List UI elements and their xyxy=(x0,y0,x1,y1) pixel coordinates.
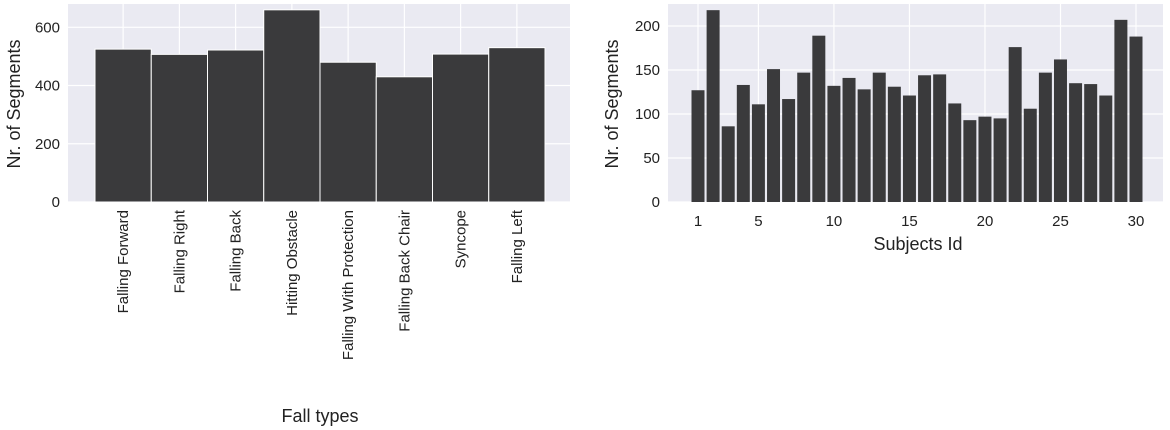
y-tick-label: 200 xyxy=(35,136,60,153)
bar xyxy=(736,84,750,202)
y-tick-label: 400 xyxy=(35,78,60,95)
bar xyxy=(1008,47,1022,203)
x-tick-label: 15 xyxy=(901,213,918,230)
y-tick-label: 100 xyxy=(635,106,660,123)
bar xyxy=(691,90,705,202)
bar xyxy=(150,53,208,203)
x-tick-label: Falling With Protection xyxy=(340,210,357,360)
bar xyxy=(767,69,781,203)
bar xyxy=(319,61,377,203)
x-tick-label: 10 xyxy=(826,213,843,230)
x-tick-label: Falling Back xyxy=(228,210,245,292)
bar xyxy=(933,74,947,202)
y-tick-label: 200 xyxy=(635,18,660,35)
bar xyxy=(1099,95,1113,202)
x-tick-label: Syncope xyxy=(453,210,470,268)
bar xyxy=(94,48,152,203)
x-tick-label: 30 xyxy=(1128,213,1145,230)
bar xyxy=(375,76,433,203)
x-axis-label: Fall types xyxy=(281,406,358,426)
bar xyxy=(902,95,916,202)
bar xyxy=(948,103,962,202)
bar xyxy=(978,116,992,202)
bar xyxy=(918,75,932,202)
bar xyxy=(797,72,811,202)
bar xyxy=(1084,84,1098,202)
bar xyxy=(207,49,265,203)
bar xyxy=(782,99,796,202)
bar xyxy=(993,118,1007,202)
bar xyxy=(721,126,735,202)
x-tick-label: 1 xyxy=(694,213,702,230)
bar xyxy=(963,120,977,202)
x-tick-label: Falling Right xyxy=(171,209,188,293)
bar xyxy=(857,89,871,202)
bar xyxy=(263,9,321,203)
bar xyxy=(432,53,490,203)
bar xyxy=(706,10,720,202)
bar xyxy=(1053,59,1067,202)
bar xyxy=(842,77,856,202)
y-tick-label: 150 xyxy=(635,62,660,79)
bar xyxy=(488,47,546,203)
x-axis-label: Subjects Id xyxy=(873,234,962,254)
x-tick-label: 20 xyxy=(977,213,994,230)
fall-types-chart: 0 200 400 600 Falling Forward Falling Right Fa… xyxy=(4,4,570,426)
y-axis-label: Nr. of Segments xyxy=(602,39,622,168)
bar xyxy=(1023,108,1037,202)
bar xyxy=(827,85,841,202)
bar xyxy=(812,35,826,203)
y-tick-label: 600 xyxy=(35,19,60,36)
y-axis-label: Nr. of Segments xyxy=(4,39,24,168)
bar xyxy=(751,104,765,202)
bar xyxy=(1114,19,1128,203)
bar xyxy=(887,86,901,202)
bar xyxy=(872,72,886,202)
y-tick-label: 0 xyxy=(652,194,660,211)
x-tick-label: Falling Forward xyxy=(115,210,132,313)
y-tick-label: 0 xyxy=(52,194,60,211)
bar xyxy=(1038,72,1052,202)
x-tick-label: 5 xyxy=(754,213,762,230)
x-tick-label: Falling Back Chair xyxy=(396,210,413,332)
bar xyxy=(1129,36,1143,203)
x-tick-label: Falling Left xyxy=(509,209,526,283)
bar xyxy=(1069,83,1083,202)
x-tick-label: Hitting Obstacle xyxy=(284,210,301,316)
y-tick-label: 50 xyxy=(643,150,660,167)
x-tick-label: 25 xyxy=(1052,213,1069,230)
